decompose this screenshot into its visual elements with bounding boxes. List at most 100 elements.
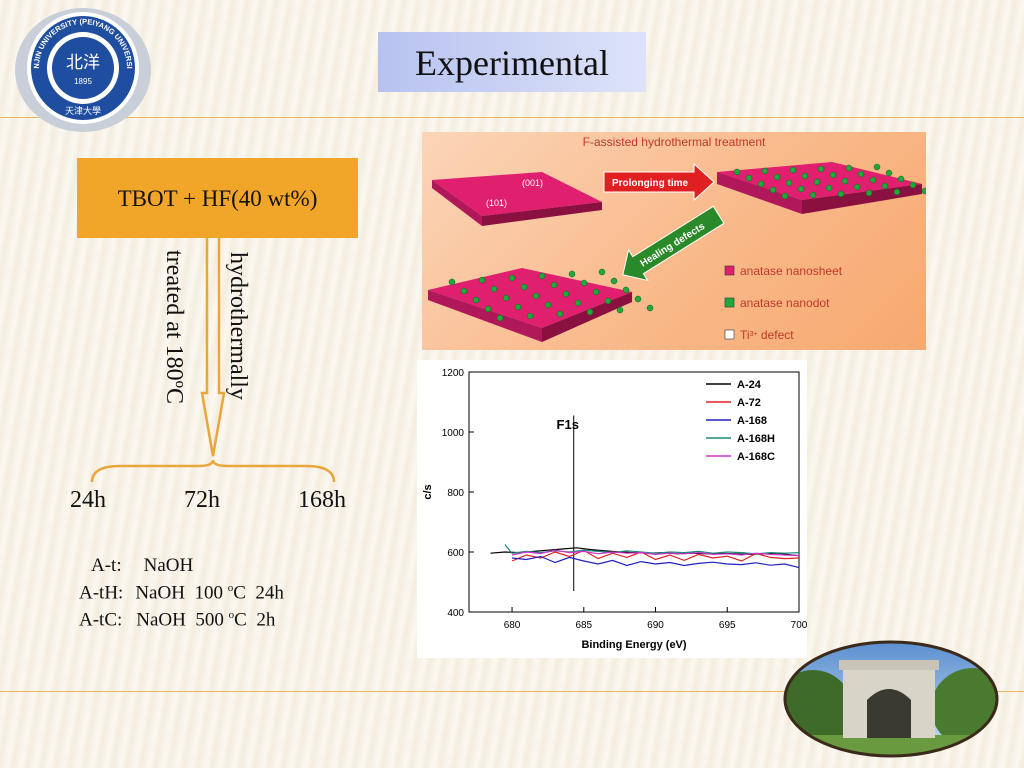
- condition-left-text: treated at 180ºC: [161, 250, 187, 405]
- nanodot: [580, 279, 588, 287]
- nanodot: [769, 186, 777, 194]
- recipe-text: TBOT + HF(40 wt%): [117, 186, 318, 211]
- nanosheet-with-dots: [717, 162, 929, 214]
- nanodot: [610, 277, 618, 285]
- title-box: Experimental: [378, 32, 646, 92]
- nanodot: [520, 283, 528, 291]
- header-divider: [0, 117, 1024, 118]
- nanodot: [893, 188, 901, 196]
- y-tick-label: 1000: [442, 428, 465, 439]
- nanodot: [873, 163, 881, 171]
- nanodot: [538, 272, 546, 280]
- nanodot: [532, 292, 540, 300]
- nanodot: [568, 270, 576, 278]
- sample-temp: 100: [194, 582, 223, 604]
- nanodot: [448, 278, 456, 286]
- nanodot: [646, 304, 654, 312]
- nanodot: [526, 312, 534, 320]
- nanodot: [484, 305, 492, 313]
- sample-name: A-tH:: [79, 582, 124, 604]
- campus-gate-photo: [783, 640, 999, 758]
- nanosheet-healed: [428, 268, 654, 342]
- nanodot: [490, 285, 498, 293]
- sample-treatment: NaOH: [143, 555, 194, 576]
- nanodot: [622, 286, 630, 294]
- y-tick-label: 600: [447, 548, 464, 559]
- nanodot: [809, 191, 817, 199]
- series-line: [511, 549, 800, 562]
- nanodot: [634, 295, 642, 303]
- prolonging-time-arrow: Prolonging time: [603, 162, 715, 202]
- logo-text-center: 北洋: [66, 53, 100, 72]
- sample-name: A-tC:: [79, 609, 123, 631]
- logo-year: 1895: [74, 77, 92, 86]
- nanodot: [881, 182, 889, 190]
- nanodot: [733, 168, 741, 176]
- sample-treatment: NaOH: [135, 582, 185, 604]
- sample-row: A-tH: NaOH 100 oC 24h: [79, 582, 284, 604]
- nanodot: [841, 177, 849, 185]
- nanosheet-plain: (001) (101): [432, 172, 602, 226]
- nanodot: [853, 183, 861, 191]
- nanodot: [514, 303, 522, 311]
- nanodot: [785, 179, 793, 187]
- nanodot: [801, 172, 809, 180]
- x-tick-label: 690: [647, 620, 664, 631]
- condition-right-text: hydrothermally: [225, 252, 251, 400]
- nanodot: [478, 276, 486, 284]
- nanodot: [829, 171, 837, 179]
- svg-text:Prolonging time: Prolonging time: [612, 178, 689, 189]
- x-tick-label: 680: [504, 620, 521, 631]
- y-tick-label: 800: [447, 488, 464, 499]
- nanodot: [598, 268, 606, 276]
- logo-text-bottom: 天津大學: [65, 105, 101, 116]
- legend-label: anatase nanodot: [740, 296, 830, 310]
- facet-top-label: (001): [522, 178, 543, 188]
- scheme-figure: F-assisted hydrothermal treatment (001) …: [422, 132, 929, 350]
- nanodot: [857, 170, 865, 178]
- sample-temp: 500: [195, 609, 224, 631]
- nanodot: [869, 176, 877, 184]
- legend-entry: A-168C: [737, 451, 775, 463]
- nanodot: [921, 187, 929, 195]
- flow-arrow-icon: [90, 238, 336, 483]
- legend-entry: A-168: [737, 415, 767, 427]
- sample-treatment: NaOH: [136, 609, 186, 631]
- sample-time: 24h: [255, 582, 284, 604]
- sample-name: A-t:: [91, 555, 122, 576]
- x-tick-label: 685: [575, 620, 592, 631]
- legend-entry: A-72: [737, 397, 761, 409]
- sample-row: A-t: NaOH: [91, 555, 193, 577]
- series-line: [511, 555, 800, 569]
- sample-unit: C: [234, 609, 247, 631]
- y-tick-label: 1200: [442, 368, 465, 379]
- nanodot: [909, 181, 917, 189]
- sample-unit: C: [233, 582, 246, 604]
- x-tick-label: 700: [791, 620, 807, 631]
- nanodot: [897, 175, 905, 183]
- x-axis-label: Binding Energy (eV): [581, 639, 686, 651]
- y-axis-label: c/s: [422, 484, 434, 499]
- nanodot: [825, 184, 833, 192]
- nanodot: [592, 288, 600, 296]
- nanodot: [502, 294, 510, 302]
- time-label-168h: 168h: [298, 487, 346, 513]
- nanodot: [781, 192, 789, 200]
- nanodot: [556, 310, 564, 318]
- recipe-box: TBOT + HF(40 wt%): [77, 158, 358, 238]
- legend-entry: A-24: [737, 379, 762, 391]
- nanodot: [562, 290, 570, 298]
- legend-label: Ti3+ defect: [740, 328, 794, 342]
- footer-divider: [0, 691, 1024, 692]
- healing-defects-arrow: Healing defects: [622, 205, 725, 282]
- nanodot: [813, 178, 821, 186]
- nanodot: [550, 281, 558, 289]
- nanodot: [472, 296, 480, 304]
- nanodot: [845, 164, 853, 172]
- nanodot: [508, 274, 516, 282]
- nanodot: [797, 185, 805, 193]
- time-label-24h: 24h: [70, 487, 106, 513]
- nanodot: [604, 297, 612, 305]
- facet-side-label: (101): [486, 198, 507, 208]
- series-line: [504, 544, 800, 555]
